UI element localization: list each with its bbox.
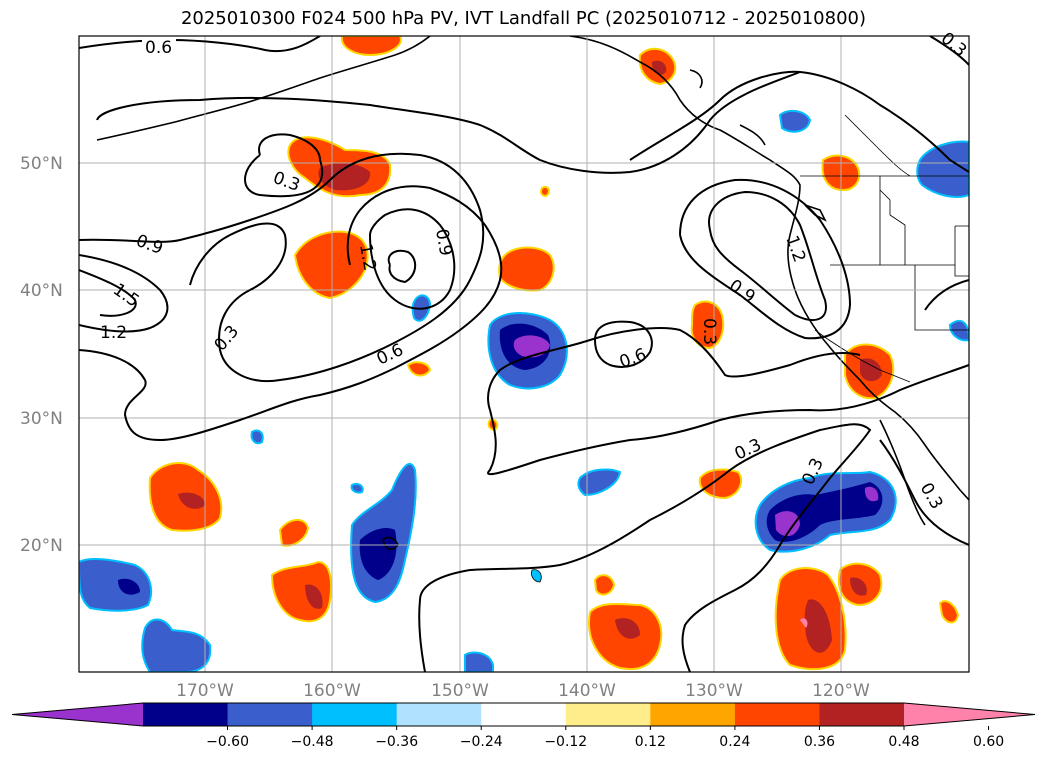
map-frame [78,35,970,673]
lon-label: 160°W [303,681,361,701]
shaded-anomalies [79,36,969,672]
negative-anomaly-region [754,470,897,553]
colorbar-outline [11,702,1036,727]
colorbar-extend-high [904,703,1035,726]
lat-label: 40°N [20,281,63,301]
colorbar-segment [312,703,398,726]
negative-anomaly-region [350,462,417,604]
positive-anomaly-region [498,246,555,292]
positive-anomaly-region [287,136,392,198]
colorbar-extend-low [12,703,143,726]
gridlines [79,36,969,672]
colorbar-segment [819,703,905,726]
positive-anomaly-region [837,562,883,607]
contour-label: 1.2 [355,242,379,272]
positive-anomaly-region [938,600,960,624]
lat-label: 30°N [20,409,63,429]
map-title: 2025010300 F024 500 hPa PV, IVT Landfall… [180,8,867,29]
positive-anomaly-region [774,567,847,671]
lon-label: 130°W [685,681,743,701]
contour-label: 0.3 [699,318,719,345]
colorbar-segment [565,703,651,726]
positive-anomaly-region [270,560,333,623]
negative-anomaly-region [487,312,568,390]
positive-anomaly-region [293,230,369,300]
positive-anomaly-region [690,300,725,350]
colorbar-tick-label: −0.12 [544,734,587,750]
colorbar-tick-label: −0.48 [291,734,334,750]
colorbar-tick-label: −0.60 [206,734,249,750]
colorbar-segment [227,703,313,726]
lon-label: 150°W [431,681,489,701]
contour-label: 0.6 [145,38,172,58]
lat-label: 20°N [20,536,63,556]
contour-label: 0.9 [133,231,165,259]
lon-label: 120°W [812,681,870,701]
colorbar-tick-label: −0.36 [375,734,418,750]
contour-label: 0.9 [431,227,455,257]
contour-label: 0.3 [937,29,971,62]
positive-anomaly-region [278,519,310,547]
lon-label: 140°W [558,681,616,701]
colorbar-segment [143,703,229,726]
colorbar-tick-label: 0.12 [635,734,666,750]
positive-anomaly-region [593,574,616,596]
contour-label: 0.6 [617,345,649,373]
lon-labels: 170°W 160°W 150°W 140°W 130°W 120°W [176,681,870,701]
colorbar-tick-label: 0.60 [973,734,1004,750]
colorbar-tick-label: 0.48 [888,734,919,750]
negative-anomaly-region [79,557,153,612]
lon-label: 170°W [176,681,234,701]
colorbar-tick-label: 0.36 [804,734,835,750]
colorbar-tick-label: −0.24 [460,734,503,750]
colorbar: −0.60 −0.48 −0.36 −0.24 −0.12 0.12 0.24 0.36 0.4… [11,702,1036,750]
lat-labels: 50°N 40°N 30°N 20°N [20,154,63,556]
positive-anomaly-region [406,186,550,432]
negative-anomaly-region [250,109,969,672]
pv-contours [79,36,969,672]
negative-anomaly-region [141,618,212,672]
colorbar-segment [396,703,482,726]
colorbar-segment [734,703,820,726]
colorbar-segment [481,703,567,726]
positive-anomaly-region [698,468,743,500]
colorbar-segment [650,703,736,726]
contour-label: 0.3 [732,435,765,465]
positive-anomaly-region [148,462,223,532]
contour-label: 0.3 [211,322,244,356]
contour-label: 1.2 [100,323,127,343]
positive-anomaly-region [638,47,677,86]
negative-anomaly-region [916,140,969,198]
positive-anomaly-region [588,603,663,670]
lat-label: 50°N [20,154,63,174]
political-borders [800,114,969,383]
positive-anomaly-region [340,36,402,57]
coastlines [96,36,969,550]
colorbar-tick-label: 0.24 [719,734,750,750]
